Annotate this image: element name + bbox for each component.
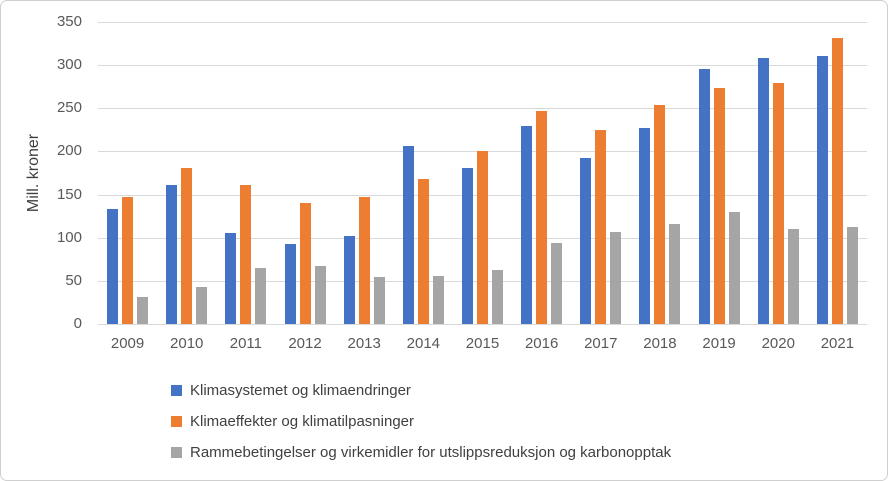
- bar: [343, 236, 355, 324]
- bar-group: [453, 22, 512, 324]
- x-tick-label: 2011: [229, 335, 262, 352]
- bar: [166, 185, 178, 324]
- x-tick-label: 2020: [761, 335, 795, 352]
- bar: [728, 211, 740, 324]
- legend-swatch-icon: [171, 385, 182, 396]
- legend: Klimasystemet og klimaendringer Klimaeffe…: [171, 382, 671, 475]
- y-tick-label: 250: [56, 99, 82, 117]
- bar: [417, 179, 429, 324]
- bar: [107, 209, 119, 324]
- bar: [787, 229, 799, 324]
- bar: [536, 110, 548, 324]
- y-tick-label: 100: [56, 228, 82, 246]
- bar: [669, 223, 681, 324]
- x-tick-label: 2009: [110, 335, 145, 352]
- bar: [255, 267, 267, 324]
- bar: [196, 286, 208, 324]
- legend-item: Klimasystemet og klimaendringer: [171, 382, 671, 399]
- legend-label: Klimaeffekter og klimatilpasninger: [190, 413, 414, 430]
- bar: [521, 125, 533, 324]
- plot-area: [98, 22, 867, 325]
- legend-item: Rammebetingelser og virkemidler for utsl…: [171, 444, 671, 461]
- x-tick-label: 2010: [170, 335, 204, 352]
- bar-group: [630, 22, 689, 324]
- bar-group: [808, 22, 867, 324]
- bar-group: [157, 22, 216, 324]
- bar: [225, 232, 237, 324]
- bar: [461, 167, 473, 324]
- bar: [373, 276, 385, 324]
- bar-group: [690, 22, 749, 324]
- bar: [476, 150, 488, 324]
- bar: [358, 197, 370, 324]
- bar: [284, 243, 296, 324]
- y-tick-label: 300: [56, 56, 82, 74]
- bar: [402, 146, 414, 324]
- bar-group: [335, 22, 394, 324]
- bar: [654, 104, 666, 324]
- bar: [713, 88, 725, 324]
- legend-label: Rammebetingelser og virkemidler for utsl…: [190, 444, 672, 461]
- bar: [757, 58, 769, 324]
- x-tick-label: 2016: [524, 335, 559, 352]
- bar: [299, 203, 311, 324]
- gridline: [98, 22, 867, 23]
- bar: [551, 242, 563, 324]
- x-tick-label: 2015: [465, 335, 500, 352]
- bar: [432, 275, 444, 324]
- legend-item: Klimaeffekter og klimatilpasninger: [171, 413, 671, 430]
- gridline: [98, 65, 867, 67]
- y-tick-label: 350: [56, 13, 82, 30]
- bar: [314, 266, 326, 324]
- y-tick-label: 200: [56, 142, 82, 160]
- bar: [831, 38, 843, 324]
- x-tick-label: 2018: [643, 335, 677, 352]
- bar: [240, 185, 252, 324]
- x-tick-label: 2013: [347, 335, 381, 352]
- x-tick-label: 2019: [702, 335, 736, 352]
- bar: [610, 231, 622, 324]
- bar: [846, 227, 858, 324]
- x-tick-label: 2012: [288, 335, 322, 352]
- y-tick-label: 0: [73, 315, 82, 332]
- bar-group: [216, 22, 275, 324]
- bar-group: [98, 22, 157, 324]
- x-tick-label: 2017: [584, 335, 618, 352]
- bar: [639, 128, 651, 324]
- bar-group: [275, 22, 334, 324]
- bar: [698, 69, 710, 324]
- bar: [772, 83, 784, 324]
- y-axis-tick-labels: 0 50 100 150 200 250 300 350: [1, 1, 82, 480]
- bar: [595, 129, 607, 324]
- bar: [580, 158, 592, 324]
- x-tick-label: 2021: [820, 335, 855, 352]
- bar-group: [571, 22, 630, 324]
- legend-swatch-icon: [171, 416, 182, 427]
- x-tick-label: 2014: [406, 335, 441, 352]
- bar: [122, 197, 134, 324]
- bar-group: [512, 22, 571, 324]
- bar-group: [394, 22, 453, 324]
- bar-group: [749, 22, 808, 324]
- bar: [181, 167, 193, 324]
- y-tick-label: 150: [56, 185, 82, 203]
- legend-swatch-icon: [171, 447, 182, 458]
- y-tick-label: 50: [65, 271, 82, 289]
- bar: [816, 55, 828, 324]
- x-axis-tick-labels: 2009 2010 2011 2012 2013 2014 2015 2016 2017 2018…: [98, 335, 867, 355]
- gridline: [98, 108, 867, 110]
- bar: [491, 269, 503, 324]
- bar: [137, 297, 149, 324]
- gridline: [98, 324, 867, 325]
- legend-label: Klimasystemet og klimaendringer: [190, 382, 411, 399]
